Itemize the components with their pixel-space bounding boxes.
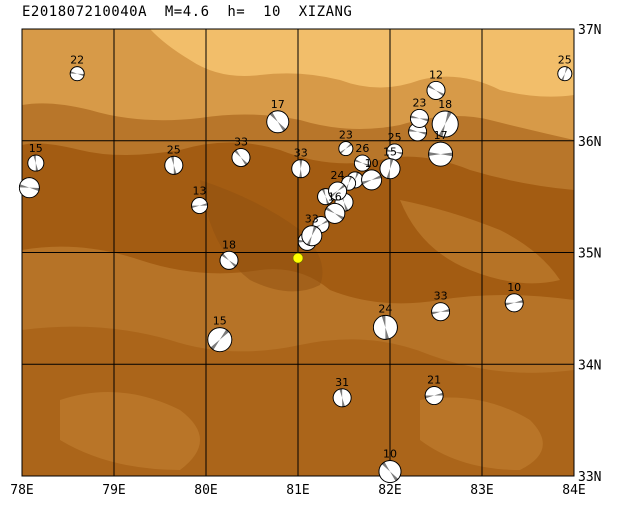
event-depth-label: 16 (328, 190, 342, 203)
event-depth-label: 10 (365, 157, 379, 170)
event-depth-label: 25 (388, 131, 402, 144)
epicenter-marker (292, 252, 304, 264)
focal-mechanism-beachball: 12 (426, 68, 446, 100)
focal-mechanism-beachball: 10 (361, 157, 383, 191)
focal-mechanism-beachball: 33 (291, 147, 311, 179)
focal-mechanism-beachball: 15 (27, 142, 45, 172)
event-depth-label: 25 (558, 54, 572, 67)
event-depth-label: 17 (434, 129, 448, 142)
event-depth-label: 33 (234, 136, 248, 149)
event-depth-label: 15 (213, 315, 227, 328)
event-depth-label: 18 (222, 238, 236, 251)
map-frame (21, 28, 575, 477)
event-depth-label: 33 (434, 290, 448, 303)
event-depth-label: 33 (294, 147, 308, 160)
focal-mechanism-beachball: 23 (409, 96, 429, 128)
event-depth-label: 22 (70, 54, 84, 67)
focal-mechanism-beachball: 15 (207, 315, 233, 353)
focal-mechanism-beachball: 21 (424, 374, 444, 405)
lat-tick-label: 35N (578, 247, 601, 262)
lat-tick-label: 36N (578, 135, 601, 150)
lat-lon-grid (22, 29, 574, 476)
lon-tick-label: 84E (562, 483, 585, 498)
focal-mechanism-beachball: 24 (328, 169, 348, 201)
focal-mechanism-beachball: 25 (164, 143, 184, 175)
focal-mechanism-beachball: 18 (431, 98, 459, 138)
lon-tick-label: 81E (286, 483, 309, 498)
focal-mechanism-beachball: 23 (338, 129, 354, 157)
focal-mechanism-beachball: 17 (428, 129, 454, 167)
focal-mechanism-beachball: 13 (191, 185, 209, 215)
event-depth-label: 10 (507, 281, 521, 294)
focal-mechanism-beachball: 10 (504, 281, 524, 313)
focal-mechanism-beachball: 33 (231, 136, 251, 167)
event-depth-label: 17 (271, 98, 285, 111)
axis-labels: 78E 79E 80E 81E 82E 83E 84E 37N 36N 35N 34N 33N (10, 23, 601, 498)
lon-tick-label: 82E (378, 483, 401, 498)
focal-mechanism-beachball (18, 177, 40, 199)
event-depth-label: 13 (193, 185, 207, 198)
focal-mechanism-beachball: 18 (219, 238, 239, 270)
event-depth-label: 26 (355, 142, 369, 155)
event-depth-label: 24 (331, 169, 345, 182)
event-depth-label: 15 (383, 146, 397, 159)
focal-mechanism-beachball: 22 (69, 54, 85, 82)
focal-mechanism-beachball: 25 (557, 54, 573, 82)
lat-tick-label: 33N (578, 470, 601, 485)
event-depth-label: 12 (429, 68, 443, 81)
focal-mechanism-beachball: 33 (431, 290, 451, 322)
lon-tick-label: 79E (102, 483, 125, 498)
event-depth-label: 23 (339, 129, 353, 142)
focal-mechanism-beachball: 17 (266, 98, 290, 134)
lon-tick-label: 80E (194, 483, 217, 498)
event-depth-label: 31 (335, 376, 349, 389)
lon-tick-label: 83E (470, 483, 493, 498)
lon-tick-label: 78E (10, 483, 33, 498)
event-depth-label: 24 (378, 302, 392, 315)
lat-tick-label: 37N (578, 23, 601, 38)
event-depth-label: 23 (412, 96, 426, 109)
focal-mechanism-beachball: 15 (379, 146, 401, 180)
focal-mechanism-beachball: 10 (378, 448, 402, 483)
event-depth-label: 25 (167, 143, 181, 156)
event-depth-label: 21 (427, 374, 441, 387)
focal-mechanism-beachball: 26 (353, 142, 371, 172)
event-depth-label: 33 (305, 213, 319, 226)
map-title: E201807210040A M=4.6 h= 10 XIZANG (22, 4, 353, 20)
lat-tick-label: 34N (578, 358, 601, 373)
focal-mechanism-beachball: 31 (332, 376, 352, 408)
event-depth-label: 18 (438, 98, 452, 111)
event-depth-label: 15 (29, 142, 43, 155)
focal-mechanism-beachball: 16 (324, 190, 346, 224)
focal-mechanism-beachball: 33 (301, 213, 323, 247)
event-depth-label: 10 (383, 448, 397, 461)
focal-mechanism-beachball: 24 (372, 302, 398, 340)
